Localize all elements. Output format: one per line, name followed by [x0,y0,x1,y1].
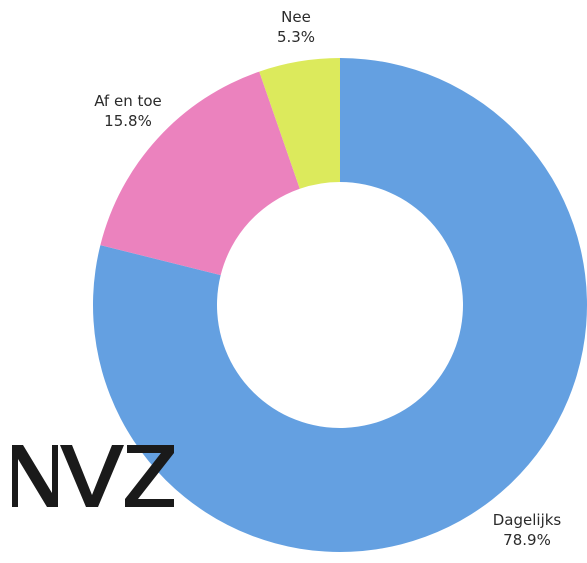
slice-nee [259,58,340,189]
slice-category-label: Nee [281,8,311,26]
slice-dagelijks [93,58,587,552]
slice-category-label: Af en toe [94,92,162,110]
slice-category-label: Dagelijks [493,511,562,529]
slice-af-en-toe [100,71,300,276]
nvz-logo [12,445,174,507]
slice-labels: Dagelijks 78.9% Af en toe 15.8% Nee 5.3% [94,8,561,549]
slice-value-label: 5.3% [277,28,315,46]
slice-value-label: 78.9% [503,531,551,549]
slice-value-label: 15.8% [104,112,152,130]
donut-slices [93,58,587,552]
